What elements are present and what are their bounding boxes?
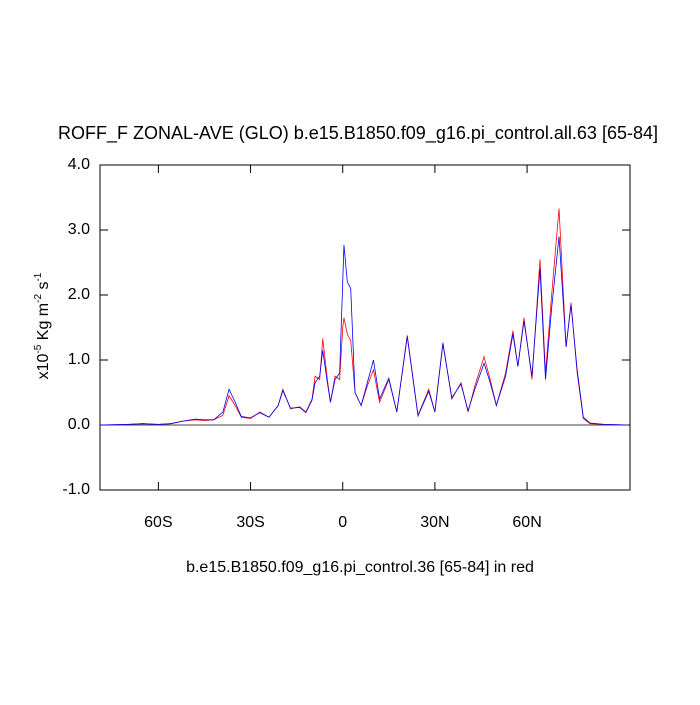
y-tick-label: 2.0 (68, 286, 90, 303)
x-tick-label: 0 (338, 514, 347, 531)
y-label-part: -1 (33, 272, 44, 281)
x-tick-label: 60S (144, 514, 172, 531)
y-label-part: Kg m (35, 303, 52, 345)
x-axis-label: b.e15.B1850.f09_g16.pi_control.36 [65-84… (186, 559, 534, 576)
plot-frame (99, 164, 631, 491)
y-axis-label: x10-5 Kg m-2 s-1 (33, 272, 52, 379)
y-label-part: -5 (33, 344, 44, 353)
chart-title: ROFF_F ZONAL-AVE (GLO) b.e15.B1850.f09_g… (58, 123, 658, 144)
x-tick-label: 30S (236, 514, 264, 531)
x-tick-label: 30N (420, 514, 449, 531)
y-tick-label: 3.0 (68, 221, 90, 238)
y-tick-label: 0.0 (68, 416, 90, 433)
y-tick-label: 1.0 (68, 351, 90, 368)
y-tick-label: 4.0 (68, 156, 90, 173)
y-label-part: -2 (33, 294, 44, 303)
series-line (99, 236, 629, 426)
x-tick-label: 60N (512, 514, 541, 531)
y-label-part: x10 (35, 353, 52, 379)
y-tick-label: -1.0 (62, 481, 90, 498)
y-label-part: s (35, 282, 52, 294)
series-line (99, 208, 629, 426)
